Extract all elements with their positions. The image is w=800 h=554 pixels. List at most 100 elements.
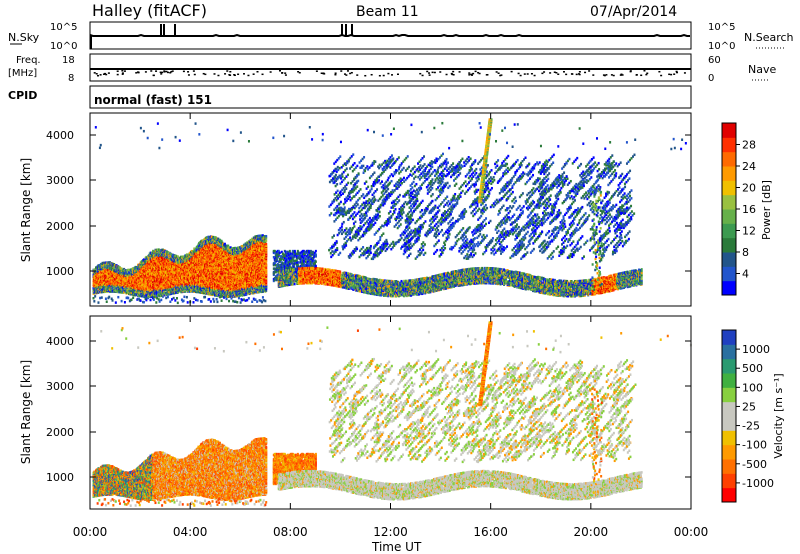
nave-dot	[520, 75, 522, 77]
heatmap-cell	[101, 296, 103, 299]
nave-dot	[611, 74, 613, 76]
cpid-label: CPID	[8, 89, 37, 102]
nave-dot	[605, 74, 607, 76]
nave-dot	[316, 70, 318, 72]
nave-dot	[640, 75, 642, 77]
nave-dot	[565, 74, 567, 76]
nave-dot	[124, 70, 126, 72]
nave-dot	[279, 70, 281, 72]
freq-panel-frame	[90, 54, 691, 81]
nave-dot	[187, 71, 189, 73]
date-title: 07/Apr/2014	[590, 4, 677, 20]
nave-dot	[620, 74, 622, 76]
nave-dot	[541, 73, 543, 75]
nave-dot	[284, 72, 286, 74]
nave-dot	[531, 73, 533, 75]
nave-dot	[498, 72, 500, 74]
nave-dot	[676, 72, 678, 74]
nave-dot	[135, 72, 137, 74]
nave-dot	[155, 70, 157, 72]
nave-dot	[554, 71, 556, 73]
nave-dot	[108, 72, 110, 74]
nave-dot	[345, 74, 347, 76]
heatmap-cell	[94, 295, 96, 298]
nave-dot	[429, 74, 431, 76]
nave-dot	[563, 71, 565, 73]
nave-dot	[285, 74, 287, 76]
nave-dot	[472, 73, 474, 75]
nave-dot	[524, 73, 526, 75]
heatmap-cell	[112, 299, 114, 302]
nave-dot	[419, 73, 421, 75]
nave-dot	[213, 73, 215, 75]
nave-dot	[422, 75, 424, 77]
nave-dot	[334, 74, 336, 76]
nave-dot	[243, 73, 245, 75]
nsearch-tick-low: 10^0	[708, 41, 735, 52]
nave-dot	[549, 72, 551, 74]
nave-dot	[630, 71, 632, 73]
nave-dot	[397, 74, 399, 76]
nave-dot	[643, 70, 645, 72]
nave-dot	[117, 74, 119, 76]
nave-dot	[576, 74, 578, 76]
nave-dot	[468, 74, 470, 76]
nave-dot	[169, 72, 171, 74]
nave-dots	[94, 70, 686, 76]
nave-dot	[188, 74, 190, 76]
nave-dot	[428, 72, 430, 74]
nave-dot	[161, 72, 163, 74]
nave-dot	[518, 73, 520, 75]
nave-dot	[96, 73, 98, 75]
nave-dot	[138, 72, 140, 74]
nave-dot	[527, 73, 529, 75]
nave-dot	[153, 75, 155, 77]
nave-dot	[446, 74, 448, 76]
nave-dot	[356, 74, 358, 76]
freq-unit-label: [MHz]	[8, 68, 37, 79]
nave-dot	[229, 71, 231, 73]
nave-dot	[578, 73, 580, 75]
nave-dot	[122, 72, 124, 74]
nave-dot	[592, 74, 594, 76]
nave-dot	[453, 74, 455, 76]
nave-dot	[496, 71, 498, 73]
nave-dot	[670, 74, 672, 76]
nsky-tick-high: 10^5	[50, 22, 77, 33]
nave-dot	[340, 70, 342, 72]
nave-dot	[371, 74, 373, 76]
nave-dot	[299, 72, 301, 74]
nave-dot	[387, 73, 389, 75]
nave-dot	[145, 71, 147, 73]
nave-dot	[160, 73, 162, 75]
nsky-trace	[90, 35, 690, 36]
nave-dot	[557, 74, 559, 76]
nsky-tick-low: 10^0	[50, 41, 77, 52]
nave-dot	[477, 72, 479, 74]
freq-tick-high: 18	[62, 55, 75, 66]
freq-tick-low: 8	[68, 73, 74, 84]
heatmap-cell	[106, 300, 108, 303]
beam-title: Beam 11	[356, 4, 419, 20]
nave-dot	[379, 75, 381, 77]
nave-dot	[117, 70, 119, 72]
nave-dot	[165, 71, 167, 73]
nave-dot	[645, 74, 647, 76]
nave-dot	[434, 72, 436, 74]
freq-label: Freq.	[16, 55, 41, 66]
nave-dot	[100, 74, 102, 76]
nsearch-tick-high: 10^5	[708, 22, 735, 33]
nave-dot	[511, 71, 513, 73]
nave-label: Nave	[748, 63, 776, 76]
nave-dot	[613, 75, 615, 77]
nave-dot	[426, 71, 428, 73]
nave-dot	[163, 70, 165, 72]
nave-dot	[247, 75, 249, 77]
nave-dot	[347, 70, 349, 72]
heatmap-cell	[93, 300, 95, 303]
nave-tick-low: 0	[708, 73, 714, 84]
station-title: Halley (fitACF)	[92, 1, 207, 20]
nave-dot	[183, 71, 185, 73]
nave-dot	[194, 74, 196, 76]
nave-dot	[270, 71, 272, 73]
